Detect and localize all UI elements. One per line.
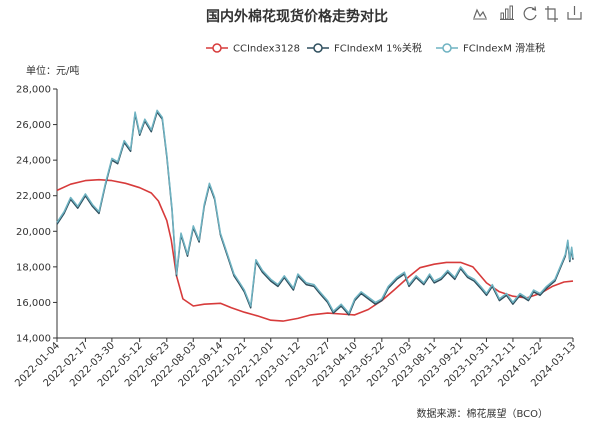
y-tick-label: 20,000 [16,227,51,238]
y-tick-label: 26,000 [16,120,51,131]
series-line-cc[interactable] [56,178,574,322]
chart-title: 国内外棉花现货价格走势对比 [206,8,388,25]
y-tick-label: 16,000 [16,298,51,309]
line-chart-icon[interactable] [473,8,487,20]
y-tick-label: 28,000 [16,85,51,96]
y-tick-label: 18,000 [16,262,51,273]
toolbar [473,5,582,22]
y-tick-label: 24,000 [16,156,51,167]
series-line-fc1[interactable] [56,111,574,316]
series-group [56,109,574,322]
bar-chart-icon[interactable] [500,5,514,20]
y-tick-label: 22,000 [16,191,51,202]
legend-item-fc1[interactable]: FCIndexM 1%关税 [307,42,422,55]
save-image-icon[interactable] [567,6,582,20]
restore-icon[interactable] [523,6,537,21]
unit-label: 单位：元/吨 [26,64,79,77]
legend-label: FCIndexM 滑准税 [463,42,545,55]
y-tick-label: 14,000 [16,334,51,345]
legend-label: FCIndexM 1%关税 [334,42,422,55]
data-view-icon[interactable] [545,6,558,22]
source-label: 数据来源：棉花展望（BCO） [416,407,548,420]
legend-item-cc[interactable]: CCIndex3128 [206,43,300,55]
legend-label: CCIndex3128 [233,44,300,55]
legend-item-fcs[interactable]: FCIndexM 滑准税 [436,42,545,55]
axes: 14,000 16,000 18,000 20,000 22,000 24,000 26,0… [13,85,578,390]
series-line-fcs[interactable] [56,109,574,314]
legend: CCIndex3128 FCIndexM 1%关税 FCIndexM 滑准税 [206,42,545,55]
